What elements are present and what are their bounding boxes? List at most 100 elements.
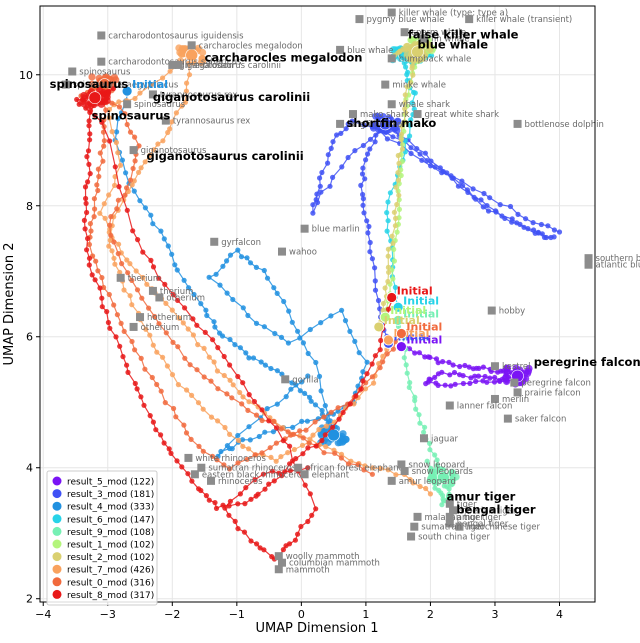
series-point — [435, 371, 441, 377]
series-point — [457, 372, 463, 378]
series-point — [109, 129, 115, 135]
endpoint-cluster-point — [199, 48, 207, 57]
legend-label: result_9_mod (108) — [67, 528, 154, 538]
series-point — [481, 190, 487, 197]
series-point — [111, 239, 117, 245]
series-point — [372, 278, 378, 284]
series-point — [365, 151, 371, 157]
series-point — [84, 154, 90, 160]
reference-marker — [584, 260, 593, 269]
series-point — [290, 424, 296, 430]
series-point — [248, 538, 254, 544]
series-point — [246, 424, 252, 430]
reference-marker — [187, 41, 196, 50]
series-point — [122, 111, 128, 117]
series-point — [446, 486, 452, 492]
series-point — [280, 438, 286, 444]
series-point — [322, 432, 328, 438]
series-point — [264, 275, 271, 281]
series-point — [371, 380, 377, 386]
series-point — [367, 146, 373, 152]
series-point — [134, 287, 141, 293]
series-point — [377, 347, 383, 353]
endpoint-cluster-point — [198, 55, 206, 63]
reference-label: saker falcon — [515, 415, 567, 425]
series-point — [330, 139, 336, 145]
series-point — [132, 347, 138, 353]
series-point — [87, 137, 93, 143]
series-point — [314, 199, 321, 206]
series-point — [487, 375, 493, 381]
series-point — [262, 486, 268, 492]
reference-label: gorilla — [292, 375, 318, 385]
reference-label: pygmy blue whale — [366, 15, 444, 25]
series-point — [372, 265, 378, 271]
series-point — [258, 359, 264, 365]
series-line — [114, 90, 368, 457]
series-point — [227, 336, 233, 343]
series-point — [328, 145, 334, 151]
series-point — [110, 86, 116, 92]
series-point — [106, 192, 112, 198]
series-point — [141, 402, 147, 408]
series-point — [470, 186, 476, 192]
reference-label: sperm whale — [412, 28, 467, 38]
series-point — [297, 388, 303, 394]
series-point — [300, 435, 306, 441]
series-point — [402, 100, 408, 106]
series-point — [169, 251, 175, 257]
x-tick-label: −2 — [164, 608, 180, 621]
series-point — [200, 448, 206, 454]
series-point — [131, 188, 137, 194]
series-point — [325, 152, 331, 158]
series-point — [360, 369, 366, 375]
initial-marker — [392, 301, 404, 313]
series-point — [135, 237, 141, 243]
series-point — [396, 206, 402, 212]
series-point — [378, 337, 384, 344]
series-point — [153, 427, 159, 433]
series-point — [211, 359, 217, 365]
series-point — [398, 131, 405, 137]
series-point — [467, 380, 473, 386]
endpoint-cluster-point — [88, 73, 96, 81]
series-point — [390, 346, 396, 352]
series-point — [179, 103, 185, 109]
series-point — [362, 463, 368, 469]
series-point — [226, 503, 232, 509]
reference-marker — [490, 394, 499, 403]
series-point — [129, 302, 135, 308]
reference-marker — [445, 519, 454, 528]
series-point — [203, 307, 209, 313]
series-point — [276, 470, 282, 476]
series-point — [323, 444, 329, 450]
reference-marker — [336, 45, 345, 54]
series-point — [215, 418, 221, 424]
reference-label: south china tiger — [418, 533, 490, 543]
series-point — [372, 353, 378, 359]
series-point — [395, 170, 401, 176]
reference-marker — [487, 306, 496, 315]
reference-label: great white shark — [425, 110, 500, 120]
series-point — [130, 165, 136, 172]
reference-label: therium — [160, 287, 193, 297]
series-point — [283, 394, 289, 400]
endpoint-cluster-point — [338, 432, 346, 441]
series-point — [188, 436, 194, 442]
series-point — [107, 325, 113, 331]
highlight-label: spinosaurus — [50, 77, 129, 91]
x-tick-label: 2 — [427, 608, 434, 621]
series-point — [227, 498, 233, 504]
series-point — [280, 547, 286, 553]
series-point — [395, 177, 401, 183]
series-point — [416, 412, 422, 418]
series-point — [152, 313, 158, 320]
series-point — [86, 123, 92, 129]
series-point — [161, 440, 167, 446]
series-point — [484, 379, 490, 385]
series-result_5_mod — [397, 342, 533, 389]
series-point — [237, 389, 243, 396]
series-point — [409, 100, 415, 106]
series-point — [338, 455, 344, 461]
series-point — [306, 440, 312, 446]
